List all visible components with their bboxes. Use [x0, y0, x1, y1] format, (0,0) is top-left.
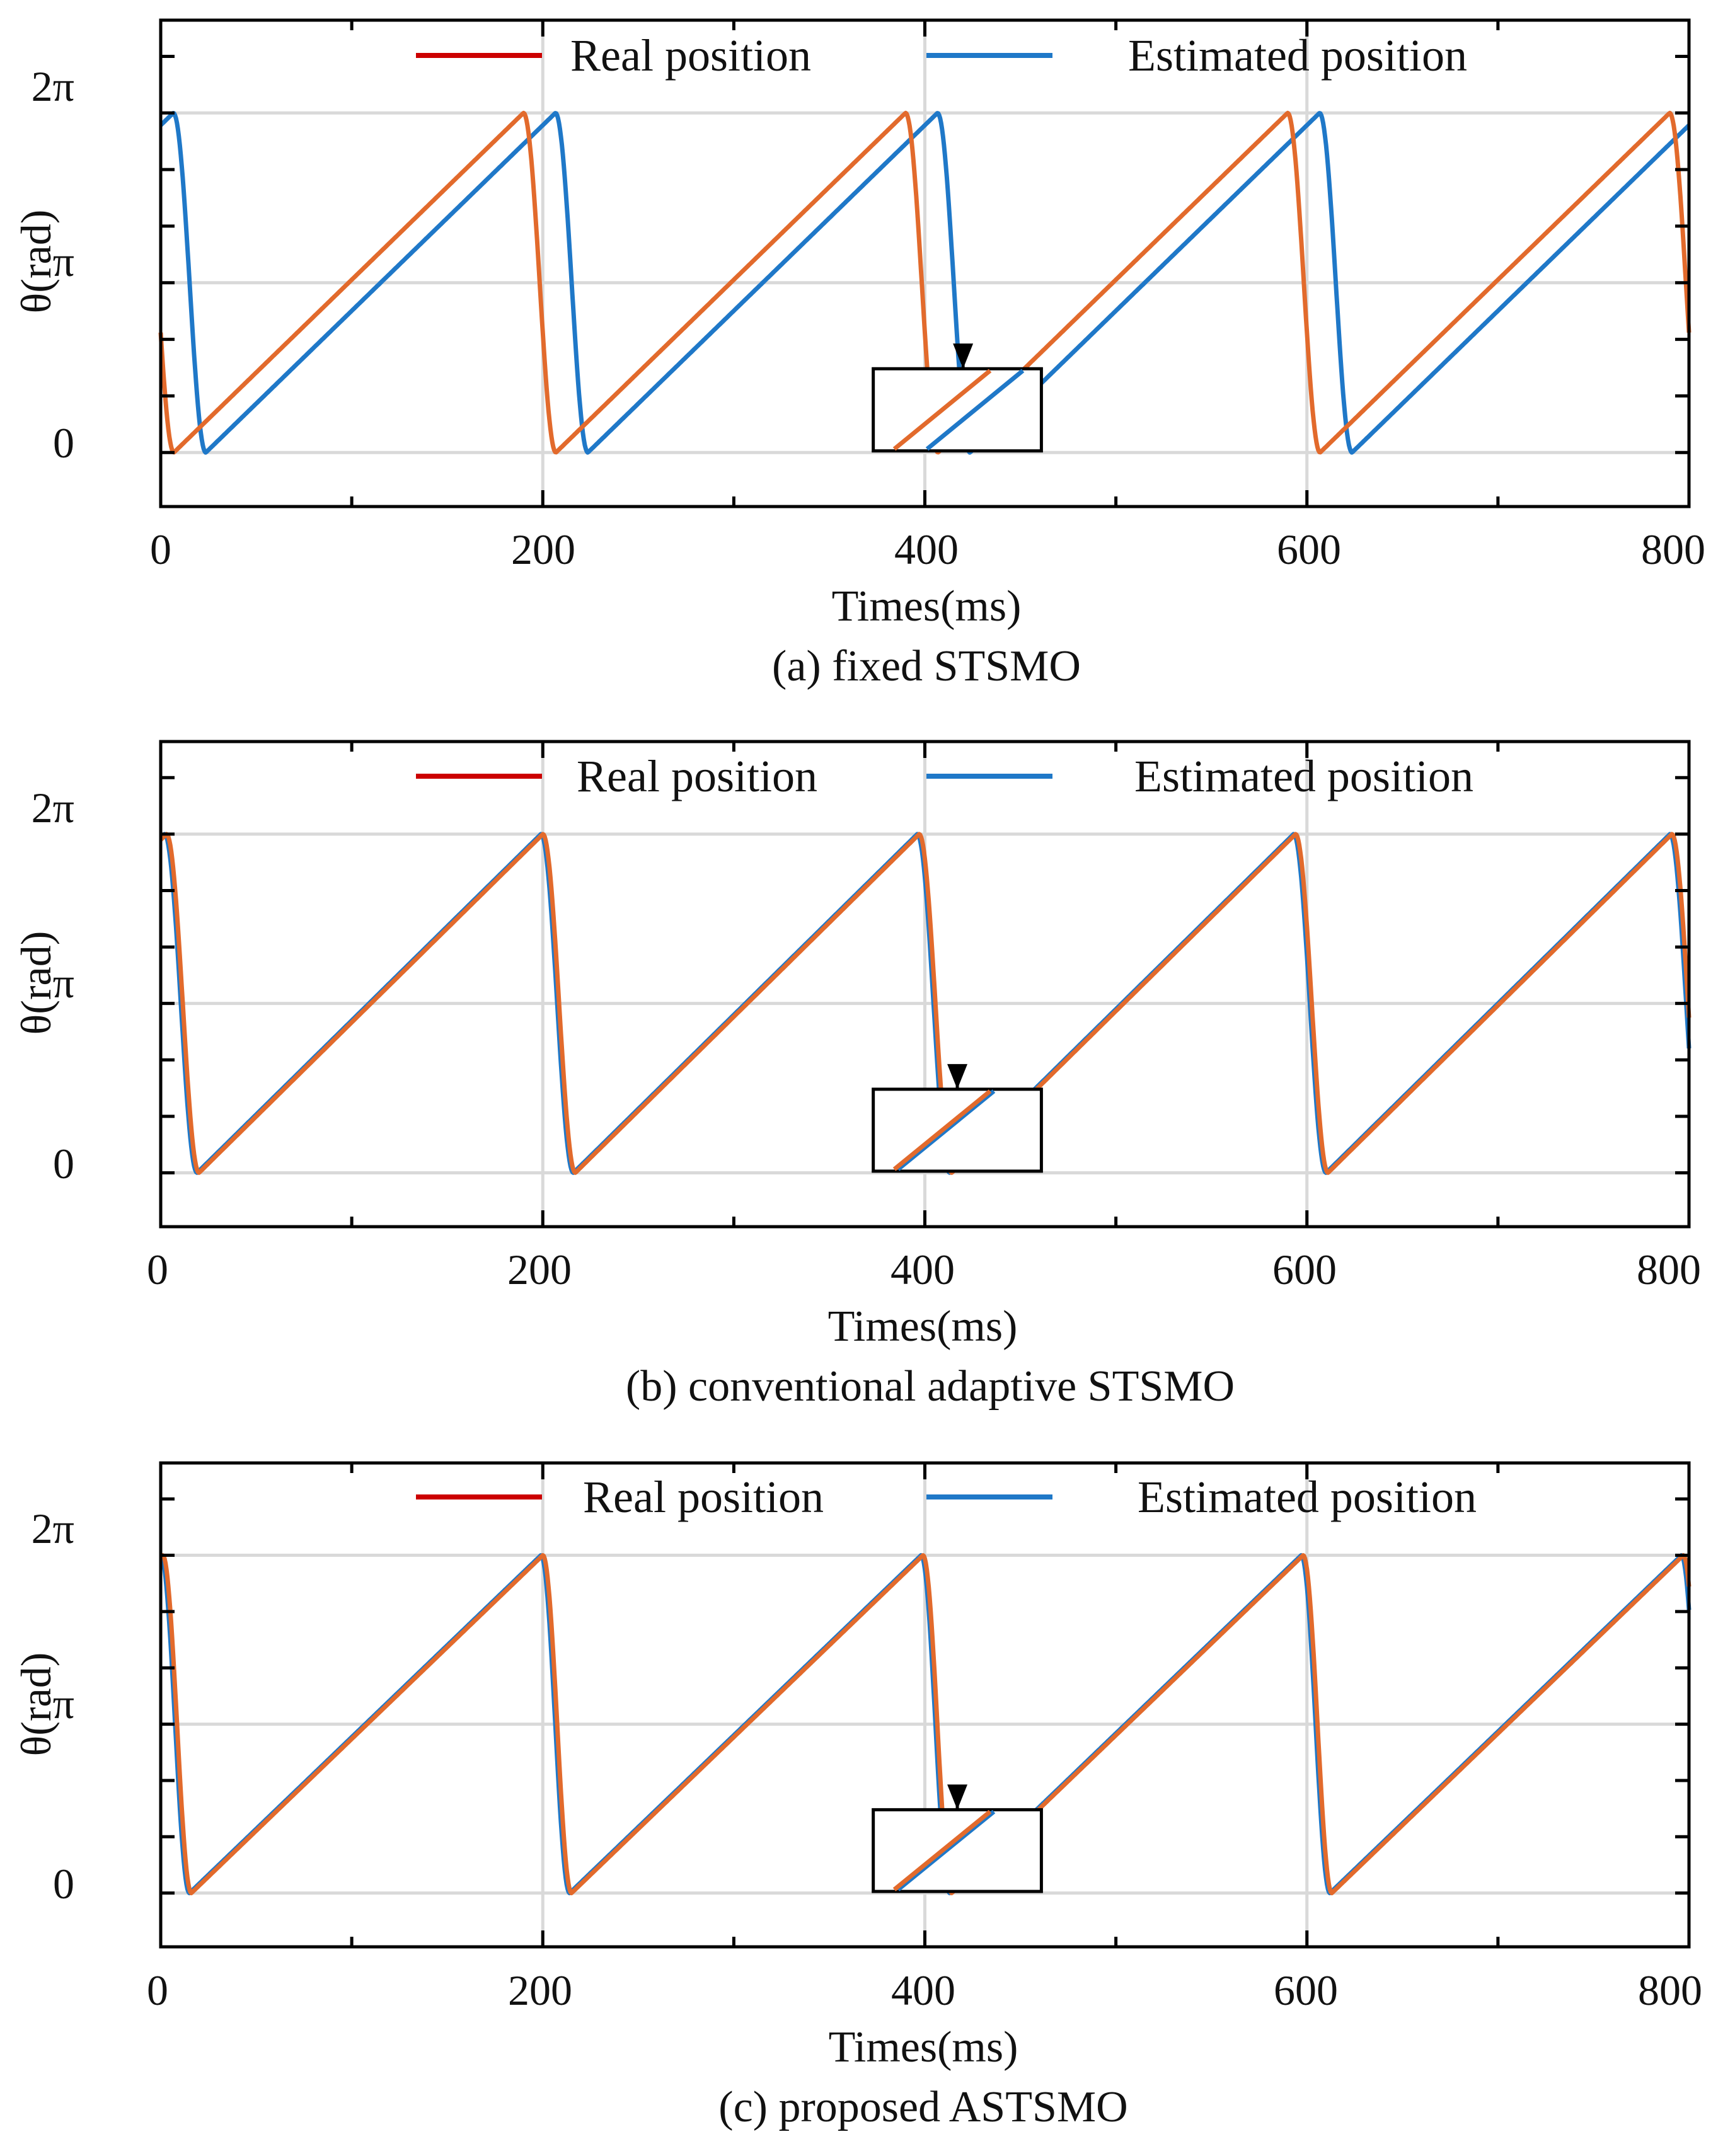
y-tick-label-pi: π — [53, 238, 74, 285]
zoom-line-estimated — [896, 1089, 996, 1171]
x-tick-label-800: 800 — [1641, 525, 1705, 573]
panel-c-ticks — [159, 1463, 1691, 1947]
zoom-line-estimated — [896, 1809, 996, 1891]
zoom-box — [872, 1087, 1043, 1173]
zoom-line-real — [892, 1089, 992, 1171]
series-line-real — [159, 1553, 1692, 1896]
panel-a-zoom-inset — [872, 343, 1043, 453]
legend-label-estimated: Estimated position — [1138, 1472, 1477, 1522]
panel-b-grid — [159, 742, 1691, 1227]
x-axis-label: Times(ms) — [832, 582, 1022, 631]
zoom-line-estimated — [925, 369, 1025, 451]
x-tick-label-600: 600 — [1272, 1246, 1337, 1293]
x-tick-label-400: 400 — [894, 525, 959, 573]
panel-a-legend: Real position Estimated position — [416, 30, 1467, 81]
panel-c-zoom-inset — [872, 1784, 1043, 1893]
series-line-estimated — [159, 111, 1691, 455]
panel-b-zoom-inset — [872, 1064, 1043, 1173]
legend-label-real: Real position — [583, 1472, 824, 1522]
x-tick-label-800: 800 — [1638, 1966, 1702, 2014]
y-axis-label: θ(rad) — [12, 1653, 60, 1757]
panel-a: Real position Estimated position 2π π 0 … — [12, 18, 1705, 691]
legend-label-estimated: Estimated position — [1128, 30, 1467, 81]
y-tick-label-0: 0 — [53, 419, 74, 467]
panel-a-marks — [158, 110, 1692, 455]
x-tick-label-600: 600 — [1277, 525, 1341, 573]
panel-c-marks — [159, 1553, 1692, 1896]
x-tick-label-0: 0 — [147, 1246, 168, 1293]
panel-caption: (c) proposed ASTSMO — [718, 2083, 1127, 2131]
zoom-line-real — [892, 369, 992, 451]
x-tick-label-800: 800 — [1637, 1246, 1701, 1293]
panel-caption: (b) conventional adaptive STSMO — [626, 1362, 1235, 1411]
y-tick-label-pi: π — [53, 1680, 74, 1728]
x-tick-label-400: 400 — [891, 1246, 955, 1293]
x-tick-label-600: 600 — [1274, 1966, 1338, 2014]
y-tick-label-2pi: 2π — [32, 62, 74, 110]
x-tick-label-200: 200 — [507, 1246, 572, 1293]
y-tick-label-0: 0 — [53, 1140, 74, 1188]
y-tick-label-pi: π — [53, 959, 74, 1007]
panel-c-legend: Real position Estimated position — [416, 1472, 1477, 1522]
legend-label-estimated: Estimated position — [1134, 751, 1473, 801]
x-axis-label: Times(ms) — [828, 1302, 1018, 1351]
zoom-line-real — [892, 1809, 992, 1891]
panel-a-ticks — [159, 20, 1691, 507]
panel-c: Real position Estimated position 2π π 0 … — [12, 1461, 1702, 2131]
legend-label-real: Real position — [577, 751, 817, 801]
x-axis-label: Times(ms) — [829, 2023, 1018, 2072]
x-tick-label-200: 200 — [508, 1966, 572, 2014]
x-tick-label-0: 0 — [150, 525, 171, 573]
zoom-arrow-head — [953, 343, 974, 369]
panel-b-legend: Real position Estimated position — [416, 751, 1473, 801]
panel-b-ticks — [159, 742, 1691, 1227]
panel-caption: (a) fixed STSMO — [772, 642, 1081, 691]
zoom-arrow-head — [947, 1064, 968, 1089]
series-line-real — [158, 110, 1692, 455]
panel-b: Real position Estimated position 2π π 0 … — [12, 740, 1701, 1411]
panel-b-marks — [159, 832, 1692, 1175]
zoom-arrow-head — [947, 1784, 968, 1810]
y-axis-label: θ(rad) — [12, 931, 60, 1035]
zoom-box — [872, 367, 1043, 453]
series-line-real — [159, 832, 1692, 1175]
x-tick-label-400: 400 — [891, 1966, 955, 2014]
zoom-box — [872, 1808, 1043, 1893]
y-tick-label-2pi: 2π — [32, 1505, 74, 1552]
y-axis-label: θ(rad) — [12, 210, 60, 314]
y-tick-label-0: 0 — [53, 1860, 74, 1908]
x-tick-label-200: 200 — [511, 525, 575, 573]
legend-label-real: Real position — [570, 30, 811, 81]
y-tick-label-2pi: 2π — [32, 784, 74, 832]
x-tick-label-0: 0 — [147, 1966, 168, 2014]
